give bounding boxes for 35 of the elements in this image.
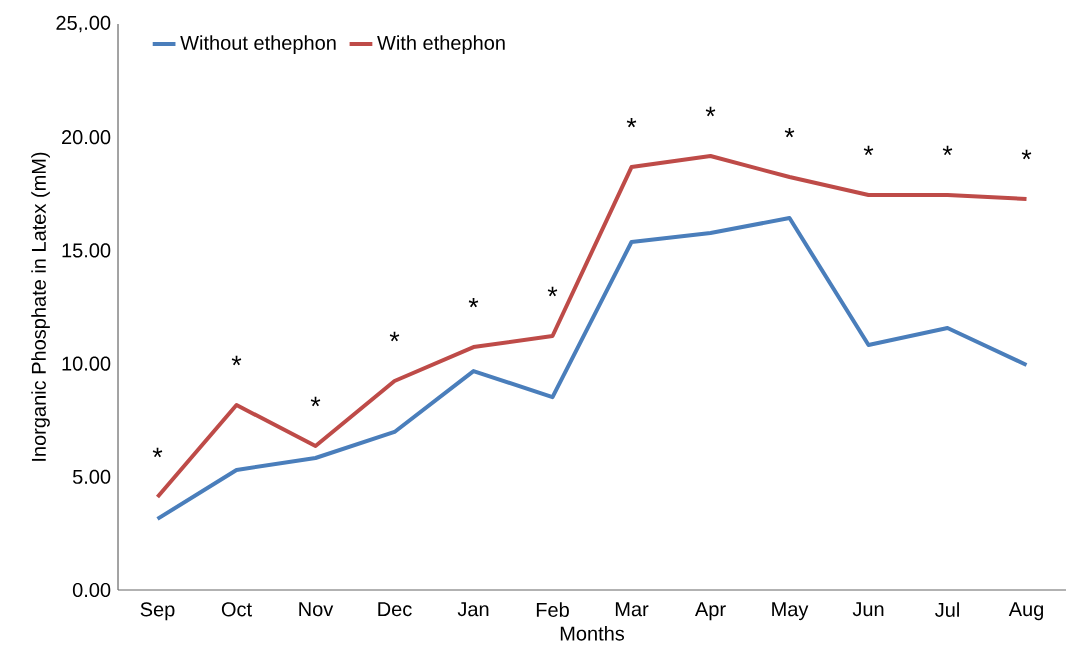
x-tick-label: Sep <box>140 602 175 621</box>
annotation: * <box>784 127 795 138</box>
y-tick-label: 20.00 <box>62 130 111 145</box>
y-tick-label: 25,.00 <box>56 15 111 33</box>
legend-label: Without ethephon <box>180 35 336 54</box>
annotation: * <box>626 117 637 128</box>
annotation: * <box>547 286 558 297</box>
y-tick-label: 5.00 <box>72 469 111 484</box>
annotation: * <box>389 331 400 342</box>
annotation: * <box>152 447 163 458</box>
x-tick-label: Aug <box>1008 602 1043 621</box>
x-tick-label: Dec <box>378 602 412 617</box>
x-axis-title: Months <box>560 625 625 641</box>
annotation: * <box>705 106 716 117</box>
legend-label: With ethephon <box>377 35 505 54</box>
x-tick-label: Feb <box>536 602 569 617</box>
x-tick-label: Jun <box>852 602 884 617</box>
annotation: * <box>468 297 479 308</box>
line-series <box>155 216 1029 521</box>
y-tick-label: 15.00 <box>62 243 111 258</box>
y-tick-label: 10.00 <box>62 356 111 371</box>
x-tick-label: Apr <box>694 602 726 621</box>
annotation: * <box>942 145 953 156</box>
x-tick-label: Mar <box>615 602 649 617</box>
x-tick-label: Jan <box>457 602 489 617</box>
x-tick-label: May <box>772 602 809 621</box>
annotation: * <box>310 396 321 407</box>
annotation: * <box>863 145 874 156</box>
y-tick-label: 0.00 <box>72 582 111 598</box>
x-tick-label: Jul <box>935 602 959 617</box>
x-tick-label: Oct <box>221 602 252 617</box>
annotation: * <box>1021 149 1032 160</box>
annotation: * <box>231 355 242 366</box>
x-tick-label: Nov <box>299 602 334 617</box>
y-axis-title: Inorganic Phosphate in Latex (mM) <box>31 152 50 461</box>
